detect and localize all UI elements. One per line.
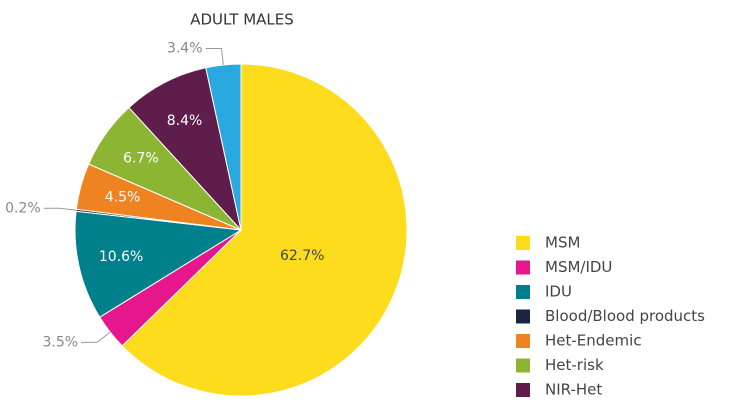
- legend-text: MSM/IDU: [545, 258, 612, 276]
- pie-slice: [128, 67, 242, 232]
- legend-text: Het-Endemic: [545, 332, 642, 350]
- value-label: 3.5%: [42, 334, 78, 350]
- value-label: 62.7%: [280, 248, 324, 264]
- legend-text: IDU: [545, 283, 572, 301]
- legend-text: Het-risk: [545, 356, 604, 374]
- legend-swatch: [516, 309, 530, 324]
- leader-line: [81, 331, 111, 343]
- legend-text: Blood/Blood products: [545, 307, 705, 325]
- value-label: 3.4%: [167, 40, 203, 56]
- value-label: 6.7%: [123, 151, 159, 167]
- chart-title: ADULT MALES: [190, 11, 294, 29]
- legend-swatch: [516, 358, 530, 373]
- value-label: 10.6%: [99, 249, 143, 265]
- legend-text: MSM: [545, 234, 580, 252]
- leader-line: [205, 47, 224, 65]
- leader-line: [43, 207, 77, 211]
- legend-swatch: [516, 383, 530, 397]
- value-label: 0.2%: [5, 200, 41, 216]
- value-label: 4.5%: [105, 190, 141, 206]
- pie-slice: [121, 63, 408, 397]
- legend-swatch: [516, 260, 530, 275]
- pie-slice: [205, 63, 242, 231]
- legend-text: NIR-Het: [545, 381, 602, 399]
- legend-swatch: [516, 334, 530, 348]
- legend-swatch: [516, 285, 530, 299]
- value-label: 8.4%: [167, 113, 203, 129]
- pie-slice: [74, 210, 243, 318]
- legend-swatch: [516, 236, 530, 250]
